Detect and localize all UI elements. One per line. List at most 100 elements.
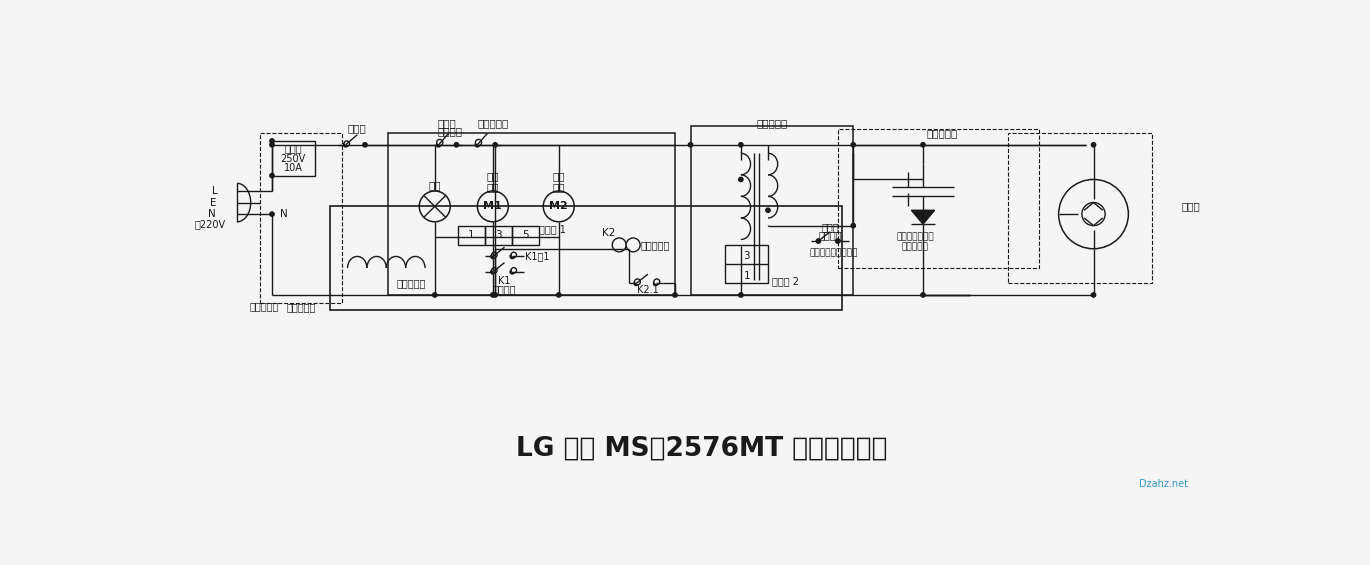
Circle shape — [634, 279, 640, 285]
Bar — [273, 141, 315, 176]
Circle shape — [673, 293, 677, 297]
Text: 5: 5 — [522, 231, 529, 240]
Text: 电脑控制板: 电脑控制板 — [249, 302, 279, 311]
Text: N: N — [208, 209, 216, 219]
Circle shape — [437, 142, 441, 147]
Text: 高压二极管: 高压二极管 — [901, 243, 929, 252]
Circle shape — [626, 238, 640, 252]
Text: 1: 1 — [744, 271, 749, 281]
Circle shape — [851, 142, 855, 147]
Bar — [837, 129, 1040, 268]
Circle shape — [363, 142, 367, 147]
Circle shape — [511, 268, 516, 273]
Circle shape — [510, 270, 514, 274]
Text: 3: 3 — [744, 251, 749, 262]
Text: M2: M2 — [549, 201, 569, 211]
Circle shape — [433, 293, 437, 297]
Text: L: L — [212, 186, 218, 196]
Circle shape — [455, 142, 459, 147]
Bar — [388, 133, 675, 295]
Circle shape — [475, 140, 482, 146]
Circle shape — [612, 238, 626, 252]
Text: 温控器: 温控器 — [348, 123, 367, 133]
Circle shape — [766, 208, 770, 212]
Circle shape — [492, 252, 497, 258]
Circle shape — [738, 177, 743, 181]
Circle shape — [510, 254, 514, 259]
Bar — [512, 225, 540, 245]
Text: E: E — [210, 198, 216, 207]
Circle shape — [419, 191, 451, 222]
Circle shape — [1082, 202, 1106, 225]
Text: 10A: 10A — [284, 163, 303, 173]
Text: 高压电容器: 高压电容器 — [926, 128, 958, 138]
Text: ～220V: ～220V — [195, 219, 226, 229]
Text: 门监控开关: 门监控开关 — [477, 118, 508, 128]
Text: 高压电路保护器: 高压电路保护器 — [896, 233, 934, 242]
Text: 高压变压器: 高压变压器 — [756, 118, 788, 128]
Circle shape — [738, 142, 743, 147]
Circle shape — [492, 268, 497, 273]
Text: 门第一: 门第一 — [437, 118, 456, 128]
Circle shape — [738, 293, 743, 297]
Text: M1: M1 — [484, 201, 503, 211]
Text: 3: 3 — [496, 231, 501, 240]
Text: K2.1: K2.1 — [637, 285, 659, 294]
Bar — [1008, 133, 1152, 284]
Circle shape — [490, 254, 495, 259]
Text: 电源继电器: 电源继电器 — [640, 240, 670, 250]
Polygon shape — [911, 210, 934, 224]
Text: 磁控管: 磁控管 — [1181, 201, 1200, 211]
Circle shape — [493, 142, 497, 147]
Circle shape — [344, 142, 348, 147]
Text: 门第二: 门第二 — [821, 222, 838, 232]
Circle shape — [493, 293, 497, 297]
Bar — [725, 245, 769, 284]
Text: 转盘
电机: 转盘 电机 — [486, 171, 499, 193]
Circle shape — [817, 239, 821, 243]
Bar — [485, 225, 512, 245]
Circle shape — [270, 173, 274, 178]
Text: K1: K1 — [499, 276, 511, 286]
Circle shape — [1092, 142, 1096, 147]
Text: 联锁开关: 联锁开关 — [818, 231, 841, 241]
Circle shape — [921, 142, 925, 147]
Bar — [330, 206, 841, 310]
Circle shape — [270, 212, 274, 216]
Text: 联锁开关: 联锁开关 — [438, 126, 463, 136]
Text: 主继电器: 主继电器 — [493, 284, 516, 294]
Text: 端子板 2: 端子板 2 — [771, 276, 799, 286]
Bar — [458, 225, 485, 245]
Text: 低压变压器: 低压变压器 — [397, 279, 426, 288]
Text: N: N — [279, 209, 288, 219]
Circle shape — [475, 142, 480, 147]
Text: LG 电子 MS－2576MT 电脑式微波炉: LG 电子 MS－2576MT 电脑式微波炉 — [516, 436, 888, 462]
Circle shape — [544, 191, 574, 222]
Circle shape — [344, 141, 349, 146]
Circle shape — [653, 281, 658, 285]
Text: K1－1: K1－1 — [526, 251, 549, 262]
Text: 1: 1 — [469, 231, 475, 240]
Text: 250V: 250V — [281, 154, 306, 164]
Circle shape — [490, 270, 495, 274]
Text: 保险装置板: 保险装置板 — [286, 303, 316, 312]
Circle shape — [1092, 293, 1096, 297]
Circle shape — [437, 140, 443, 146]
Circle shape — [688, 142, 693, 147]
Text: 风扇
电机: 风扇 电机 — [552, 171, 564, 193]
Circle shape — [1059, 180, 1129, 249]
Circle shape — [851, 224, 855, 228]
Circle shape — [836, 239, 840, 243]
Circle shape — [556, 293, 560, 297]
Circle shape — [653, 279, 660, 285]
Circle shape — [477, 191, 508, 222]
Bar — [690, 125, 854, 295]
Text: 熔断器: 熔断器 — [285, 144, 303, 154]
Text: 炉灯: 炉灯 — [429, 180, 441, 190]
Text: （炉门为开启状态）: （炉门为开启状态） — [810, 248, 858, 257]
Text: 端子板 1: 端子板 1 — [540, 224, 566, 234]
Circle shape — [511, 252, 516, 258]
Circle shape — [270, 139, 274, 143]
Circle shape — [490, 293, 495, 297]
Text: Dzahz.net: Dzahz.net — [1138, 479, 1188, 489]
